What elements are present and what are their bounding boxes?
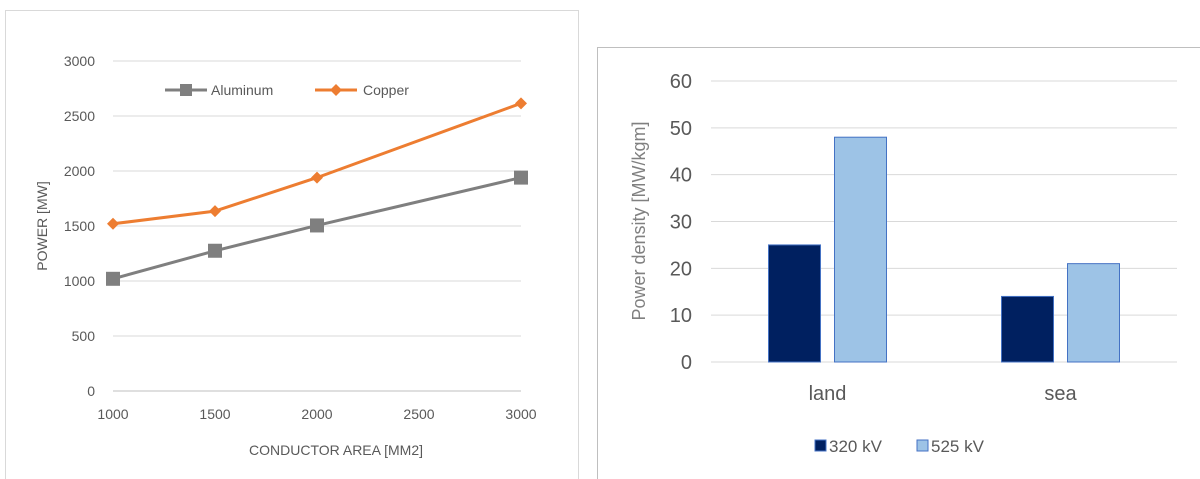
y-tick-label: 40 [670,165,692,187]
x-tick-label: 1000 [97,406,128,422]
data-point-aluminum [106,271,120,286]
bar-chart: 0 10 20 30 40 50 60 Power density [MW/kgm] land s… [629,71,1177,456]
y-tick-label: 1000 [64,273,95,289]
category-label: land [809,383,847,405]
y-tick-label: 0 [681,352,692,374]
series-line-copper [112,101,522,226]
y-tick-label: 0 [87,383,95,399]
bar-525-kv [834,136,887,363]
legend-label-320-kv: 320 kV [829,437,883,456]
data-point-copper [209,205,221,218]
data-point-copper [311,171,323,184]
x-tick-label: 1500 [199,406,230,422]
y-tick-label: 30 [670,212,692,234]
y-axis-title: Power density [MW/kgm] [629,121,649,320]
data-point-copper [515,97,527,110]
bar-525-kv [1067,263,1120,363]
line-chart-frame [5,10,579,479]
series-line-aluminum [112,176,522,281]
bar-320-kv [768,244,821,363]
legend-swatch-525-kv [916,439,929,452]
data-point-copper [107,217,119,230]
legend-marker-aluminum [180,84,192,96]
legend-label-copper: Copper [363,82,409,98]
data-point-aluminum [514,170,528,185]
line-chart: 0 500 1000 1500 2000 2500 3000 1000 1500 2000 2500… [34,53,537,458]
x-tick-label: 2500 [403,406,434,422]
y-tick-label: 2000 [64,163,95,179]
category-label: sea [1044,383,1077,405]
bar-320-kv [1001,295,1054,363]
legend-label-525-kv: 525 kV [931,437,985,456]
y-axis-title: POWER [MW] [34,181,50,270]
y-tick-label: 3000 [64,53,95,69]
y-tick-label: 1500 [64,218,95,234]
legend-marker-copper [330,84,342,96]
data-point-aluminum [208,243,222,258]
y-tick-label: 20 [670,258,692,280]
x-tick-label: 3000 [505,406,536,422]
y-tick-label: 50 [670,118,692,140]
y-tick-label: 2500 [64,108,95,124]
legend-label-aluminum: Aluminum [211,82,273,98]
x-tick-label: 2000 [301,406,332,422]
x-axis-title: CONDUCTOR AREA [MM2] [249,442,423,458]
data-point-aluminum [310,218,324,233]
y-tick-label: 10 [670,305,692,327]
y-tick-label: 60 [670,71,692,93]
legend-swatch-320-kv [814,439,827,452]
y-tick-label: 500 [72,328,96,344]
